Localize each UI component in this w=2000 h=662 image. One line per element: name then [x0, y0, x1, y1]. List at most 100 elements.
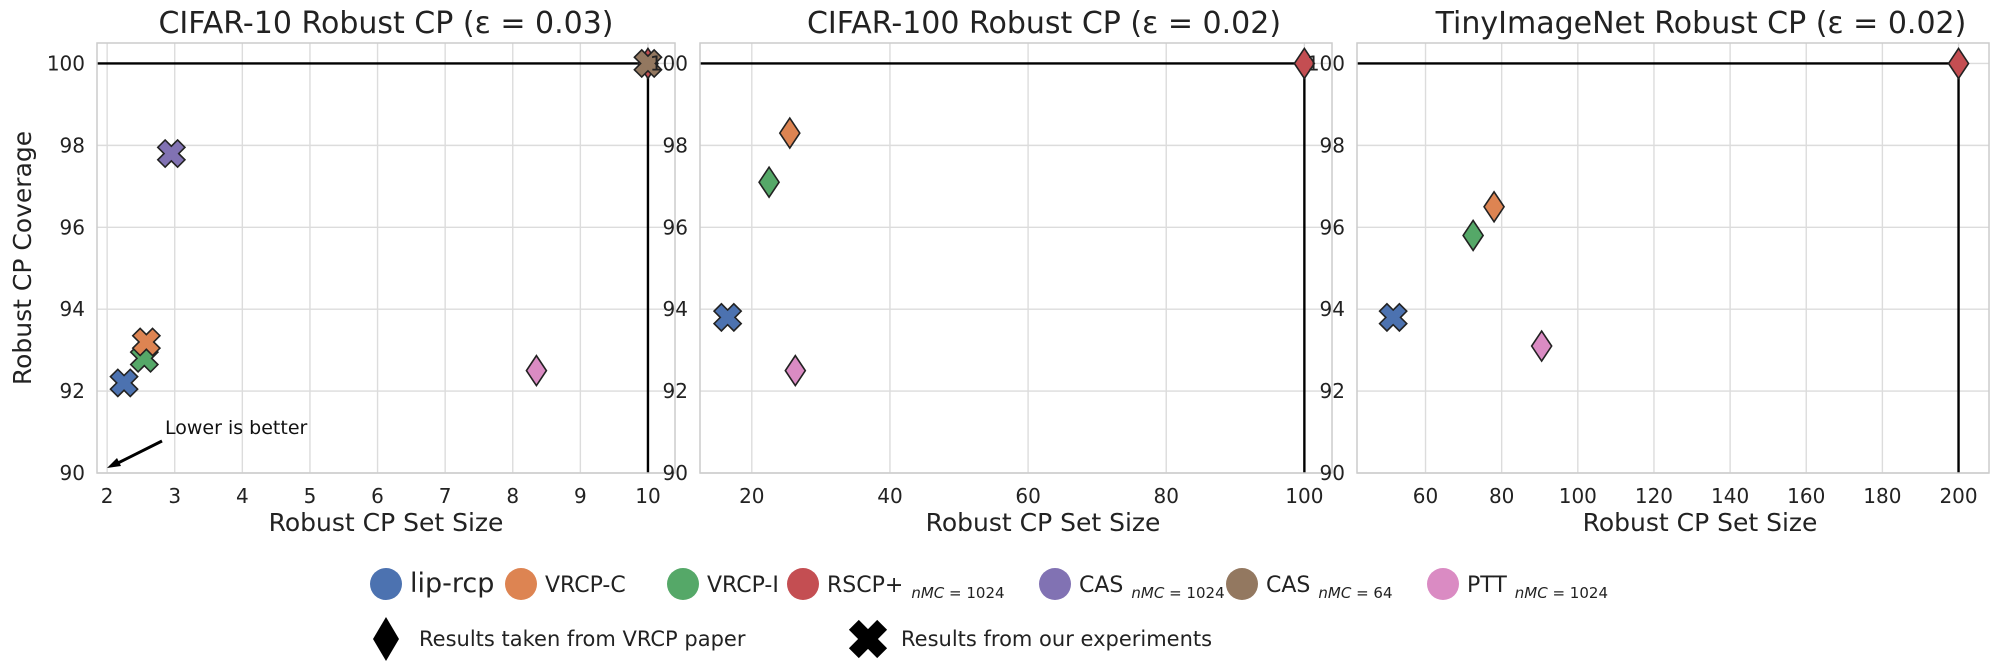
x-tick-label: 9 [574, 484, 587, 508]
legend-marker-item-diamond: Results taken from VRCP paper [373, 617, 746, 661]
legend-label: CAS [1079, 573, 1123, 598]
legend-swatch [667, 568, 699, 600]
y-tick-label: 94 [60, 297, 85, 321]
data-point-cas-1024-x [156, 138, 187, 169]
x-tick-label: 7 [439, 484, 452, 508]
x-tick-label: 200 [1939, 484, 1977, 508]
legend-marker-label: Results from our experiments [901, 627, 1212, 651]
legend-label: lip-rcp [410, 568, 494, 599]
y-tick-label: 98 [1320, 133, 1345, 157]
legend-marker-item-x: Results from our experiments [848, 619, 1212, 659]
x-axis-label: Robust CP Set Size [269, 508, 504, 537]
y-axis-label: Robust CP Coverage [8, 131, 37, 385]
legend-swatch [1039, 568, 1071, 600]
cross-icon [848, 619, 888, 659]
legend-swatch [1427, 568, 1459, 600]
x-axis-label: Robust CP Set Size [1583, 508, 1818, 537]
data-point-rscp--diamond [1947, 47, 1970, 80]
chart-title: CIFAR-100 Robust CP (ε = 0.02) [807, 6, 1281, 41]
legend-subscript: nMC = 1024 [1131, 584, 1224, 602]
x-ticks: 60 80 100 120 140 160 180 200 [1413, 484, 1978, 508]
y-ticks: 90 92 94 96 98 100 [47, 51, 85, 485]
data-point-vrcp-c-diamond [778, 116, 801, 150]
data-point-vrcp-i-diamond [1462, 219, 1485, 252]
data-point-vrcp-i-diamond [758, 165, 781, 199]
y-tick-label: 100 [650, 51, 688, 75]
legend-item-lip-rcp: lip-rcp [370, 568, 494, 600]
legend-swatch [787, 568, 819, 600]
x-tick-label: 60 [1015, 484, 1040, 508]
data-point-vrcp-c-diamond [1483, 190, 1506, 224]
points-layer [109, 47, 663, 398]
chart-title: CIFAR-10 Robust CP (ε = 0.03) [158, 6, 613, 41]
legend-swatch [1226, 568, 1258, 600]
y-tick-label: 94 [1320, 297, 1345, 321]
x-tick-label: 40 [877, 484, 902, 508]
x-tick-label: 140 [1711, 484, 1749, 508]
grid [97, 43, 675, 474]
reference-lines [700, 62, 1306, 473]
legend-item-vrcp-i: VRCP-I [667, 568, 779, 600]
data-point-ptt-diamond [1530, 329, 1553, 363]
legend: lip-rcp VRCP-C VRCP-I RSCP+ nMC = 1024 CAS nMC… [370, 568, 1608, 661]
data-point-vrcp-c-x [131, 327, 162, 357]
x-tick-label: 100 [1559, 484, 1597, 508]
y-tick-label: 92 [60, 379, 85, 403]
legend-item-rscp-: RSCP+ nMC = 1024 [787, 568, 1005, 602]
legend-label: PTT [1467, 573, 1507, 598]
y-tick-label: 96 [60, 215, 85, 239]
x-tick-label: 10 [635, 484, 660, 508]
x-tick-label: 100 [1285, 484, 1323, 508]
data-point-ptt-diamond [784, 354, 807, 388]
legend-label: VRCP-I [707, 573, 779, 598]
legend-item-ptt: PTT nMC = 1024 [1427, 568, 1608, 602]
reference-lines [97, 62, 650, 473]
chart-title: TinyImageNet Robust CP (ε = 0.02) [1435, 6, 1967, 41]
x-tick-label: 80 [1154, 484, 1179, 508]
x-tick-label: 120 [1635, 484, 1673, 508]
plot-area [96, 42, 676, 474]
legend-marker-label: Results taken from VRCP paper [419, 627, 746, 651]
y-tick-label: 96 [663, 215, 688, 239]
legend-label: CAS [1266, 573, 1310, 598]
y-tick-label: 100 [1307, 51, 1345, 75]
reference-lines [1357, 62, 1960, 473]
y-ticks: 90 92 94 96 98 100 [1307, 51, 1345, 485]
diamond-icon [373, 617, 399, 661]
data-point-rscp--diamond [1293, 47, 1316, 80]
legend-item-cas-64: CAS nMC = 64 [1226, 568, 1393, 602]
x-ticks: 2 3 4 5 6 7 8 9 10 [101, 484, 661, 508]
data-point-lip-rcp-x [712, 302, 743, 333]
legend-subscript: nMC = 1024 [1515, 584, 1608, 602]
x-tick-label: 180 [1863, 484, 1901, 508]
y-tick-label: 100 [47, 51, 85, 75]
y-ticks: 90 92 94 96 98 100 [650, 51, 688, 485]
x-tick-label: 20 [739, 484, 764, 508]
y-tick-label: 90 [60, 461, 85, 485]
data-point-ptt-diamond [525, 354, 548, 388]
grid [700, 43, 1332, 474]
x-tick-label: 6 [371, 484, 384, 508]
legend-item-cas-1024: CAS nMC = 1024 [1039, 568, 1225, 602]
y-tick-label: 96 [1320, 215, 1345, 239]
legend-swatch [505, 568, 537, 600]
x-tick-label: 2 [101, 484, 114, 508]
plot-area [1356, 42, 1990, 474]
legend-label: VRCP-C [545, 573, 626, 598]
y-tick-label: 92 [1320, 379, 1345, 403]
x-axis-label: Robust CP Set Size [926, 508, 1161, 537]
legend-label: RSCP+ [827, 573, 903, 598]
data-point-lip-rcp-x [1378, 302, 1408, 333]
x-tick-label: 80 [1489, 484, 1514, 508]
x-tick-label: 160 [1787, 484, 1825, 508]
data-point-lip-rcp-x [109, 368, 139, 398]
plot-area [699, 42, 1333, 474]
y-tick-label: 90 [663, 461, 688, 485]
grid [1357, 43, 1989, 474]
y-tick-label: 92 [663, 379, 688, 403]
legend-subscript: nMC = 1024 [911, 584, 1004, 602]
y-tick-label: 98 [663, 133, 688, 157]
legend-swatch [370, 568, 402, 600]
data-point-cas-64-x [633, 48, 663, 79]
